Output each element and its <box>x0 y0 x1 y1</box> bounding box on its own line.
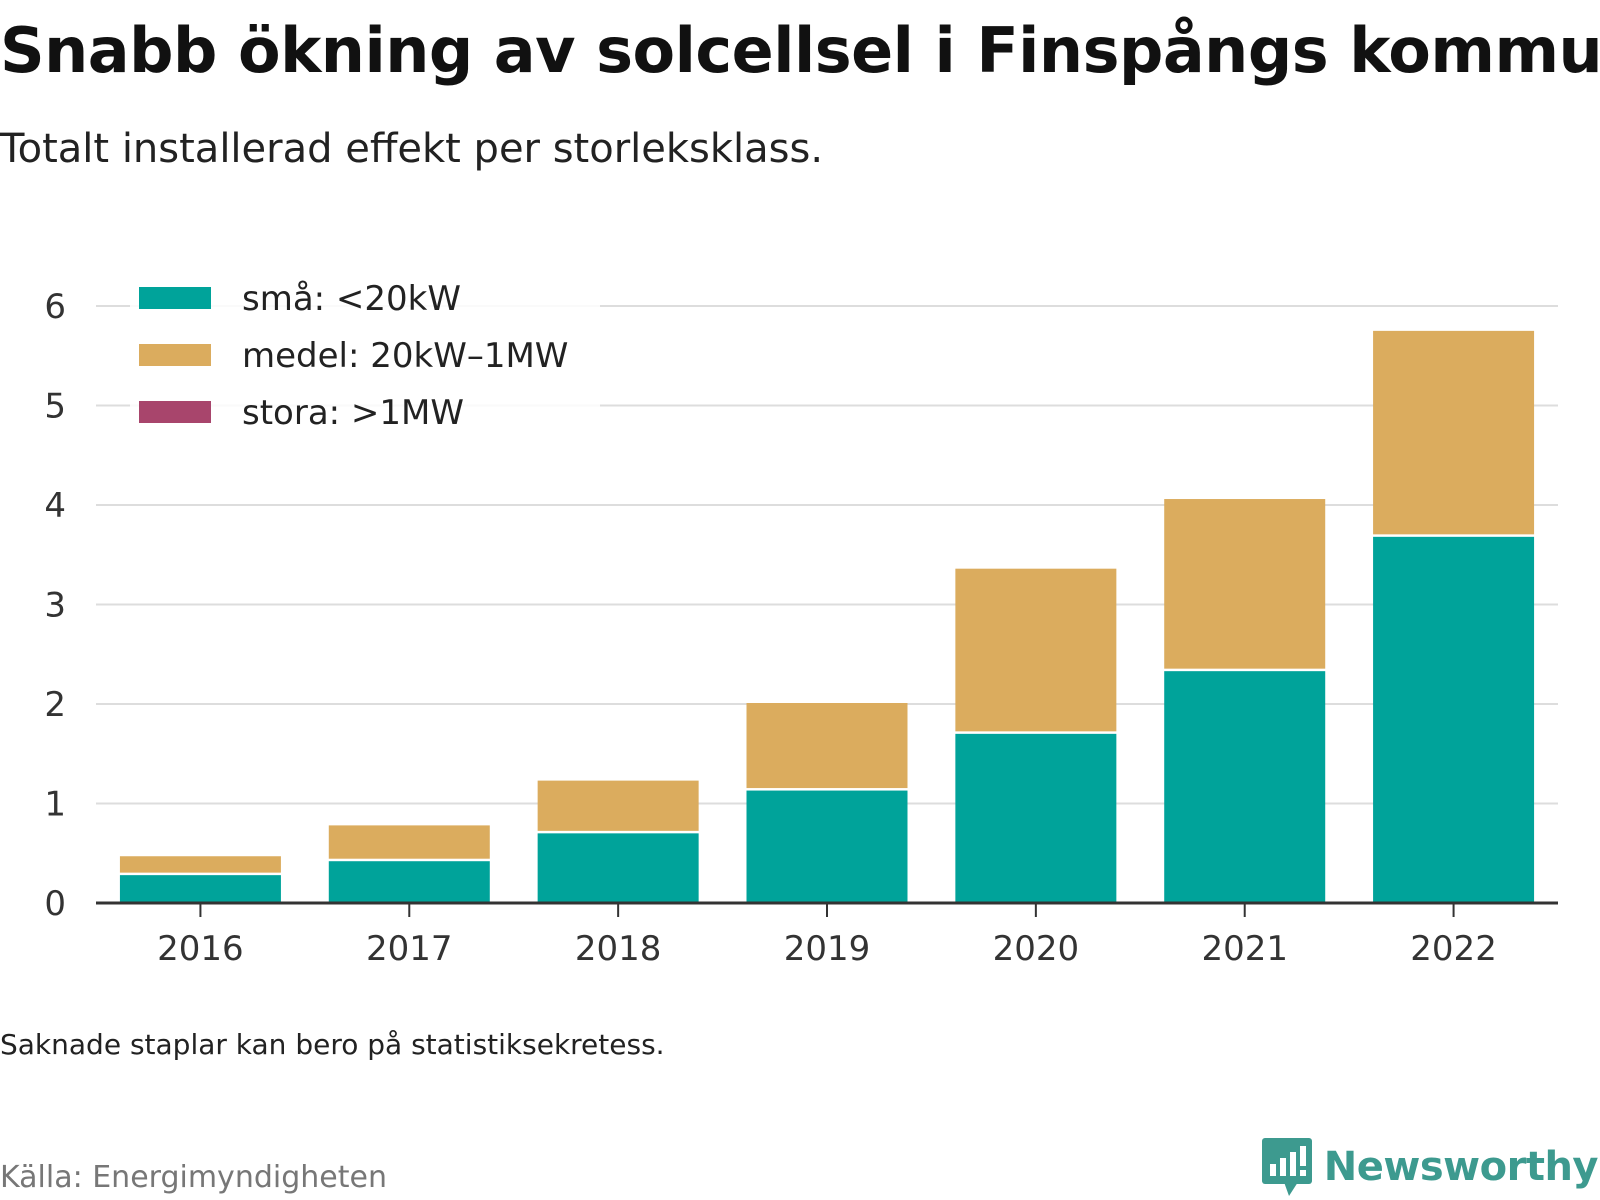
y-tick-label: 5 <box>44 387 66 427</box>
legend-label: medel: 20kW–1MW <box>242 336 568 376</box>
newsworthy-logo-icon <box>1261 1138 1312 1196</box>
bar-segment <box>119 856 281 873</box>
bar-segment <box>1164 671 1326 903</box>
x-tick-label: 2021 <box>1201 929 1288 969</box>
bar-segment <box>328 825 490 859</box>
y-tick-label: 1 <box>44 785 66 825</box>
bar-segment <box>537 780 699 831</box>
y-tick-label: 2 <box>44 685 66 725</box>
chart-subtitle: Totalt installerad effekt per storlekskl… <box>0 126 824 172</box>
legend-label: stora: >1MW <box>242 393 464 433</box>
bar-segment <box>1373 536 1535 903</box>
y-tick-label: 6 <box>44 287 66 327</box>
chart-title: Snabb ökning av solcellsel i Finspångs k… <box>0 14 1600 87</box>
source-text: Källa: Energimyndigheten <box>0 1160 387 1195</box>
y-tick-label: 3 <box>44 586 66 626</box>
legend-swatch <box>139 287 211 309</box>
y-tick-label: 0 <box>44 884 66 924</box>
x-tick-label: 2017 <box>366 929 453 969</box>
brand-logo: Newsworthy <box>1261 1138 1599 1196</box>
footnote: Saknade staplar kan bero på statistiksek… <box>0 1028 665 1061</box>
bar-segment <box>955 733 1117 903</box>
bar-segment <box>119 875 281 903</box>
x-tick-label: 2016 <box>157 929 244 969</box>
bar-segment <box>1373 330 1535 535</box>
bar-segment <box>1164 499 1326 669</box>
x-tick-label: 2018 <box>575 929 662 969</box>
x-tick-label: 2019 <box>784 929 871 969</box>
brand-name: Newsworthy <box>1323 1144 1599 1190</box>
x-tick-label: 2020 <box>993 929 1080 969</box>
bar-segment <box>328 861 490 903</box>
x-tick-label: 2022 <box>1410 929 1497 969</box>
bar-segment <box>746 790 908 903</box>
legend-swatch <box>139 401 211 423</box>
bar-chart: 0 1 2 3 4 5 6 2016 2017 2018 2019 2020 2021 2022 små: … <box>44 278 1558 969</box>
bar-segment <box>537 833 699 903</box>
bar-segment <box>955 568 1117 732</box>
bar-segment <box>746 703 908 789</box>
y-tick-label: 4 <box>44 486 66 526</box>
legend-label: små: <20kW <box>242 279 461 319</box>
legend-swatch <box>139 344 211 366</box>
